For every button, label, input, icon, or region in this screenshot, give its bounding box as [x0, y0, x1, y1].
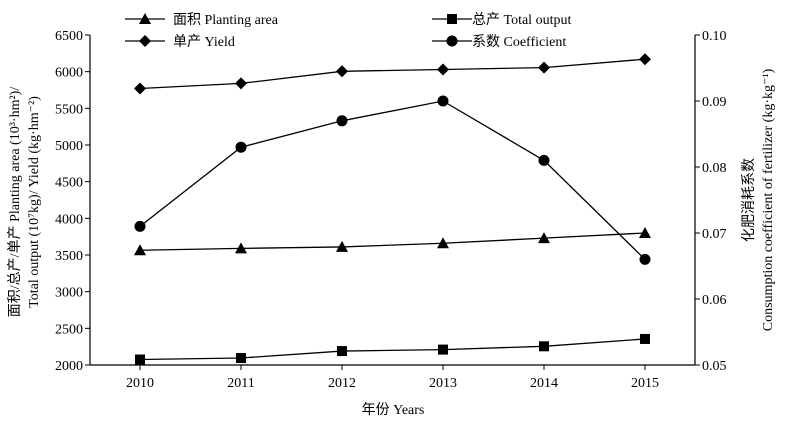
x-tick-label: 2011 [227, 376, 254, 391]
point-square [337, 346, 347, 357]
legend-marker-diamond [139, 35, 151, 47]
x-tick-label: 2015 [631, 376, 659, 391]
y-right-tick-label: 0.09 [702, 95, 727, 110]
y-left-tick-label: 4000 [55, 212, 83, 227]
y-right-tick-label: 0.07 [702, 227, 727, 242]
point-diamond [437, 63, 449, 76]
y-right-tick-label: 0.10 [702, 29, 727, 44]
point-diamond [639, 53, 651, 66]
y-left-tick-label: 2000 [55, 359, 83, 374]
y-axis-right-title-line-2: Consumption coefficient of fertilizer (k… [761, 68, 776, 331]
legend: 面积 Planting area 总产 Total output 单产 Yield 系… [125, 12, 571, 50]
y-axis-left-title-line-1: 面积/总产/单产 Planting area (10³·hm²)/ [7, 87, 23, 318]
series-line-square [139, 338, 646, 361]
y-left-tick-label: 6000 [55, 66, 83, 81]
x-tick-label: 2012 [328, 376, 356, 391]
legend-label: 系数 Coefficient [472, 34, 566, 50]
point-circle [639, 253, 651, 265]
y-left-tick-label: 4500 [55, 176, 83, 191]
y-left-tick-label: 5500 [55, 102, 83, 117]
point-triangle [538, 232, 550, 244]
y-right-tick-label: 0.05 [702, 359, 727, 374]
point-diamond [538, 61, 550, 74]
point-square [539, 341, 549, 352]
legend-marker-triangle [139, 13, 151, 24]
point-square [438, 344, 448, 355]
x-tick-label: 2010 [126, 376, 154, 391]
point-triangle [134, 244, 146, 256]
point-circle [437, 95, 449, 107]
x-axis-title: 年份 Years [362, 402, 425, 418]
series-line-circle [139, 100, 646, 260]
point-square [640, 333, 650, 344]
y-axis-right-title-line-1: 化肥消耗系数 [741, 158, 757, 242]
legend-marker-circle [446, 35, 458, 47]
legend-label: 总产 Total output [472, 12, 571, 28]
point-triangle [437, 237, 449, 249]
point-circle [538, 154, 550, 166]
ticks: 2000 2500 3000 3500 4000 4500 5000 5500 6000 6500… [55, 29, 727, 391]
series-layer [134, 53, 651, 365]
axes [89, 35, 696, 366]
y-left-tick-label: 5000 [55, 139, 83, 154]
y-right-tick-label: 0.06 [702, 293, 727, 308]
y-left-tick-label: 3500 [55, 249, 83, 264]
x-tick-label: 2013 [429, 376, 457, 391]
series-line-triangle [139, 232, 646, 251]
point-triangle [336, 240, 348, 252]
point-circle [134, 220, 146, 232]
x-tick-label: 2014 [530, 376, 558, 391]
series-line-diamond [139, 58, 646, 90]
legend-label: 面积 Planting area [173, 12, 279, 28]
point-diamond [134, 82, 146, 95]
point-triangle [235, 242, 247, 254]
point-circle [336, 115, 348, 127]
y-right-tick-label: 0.08 [702, 161, 727, 176]
point-square [135, 354, 145, 365]
point-circle [235, 141, 247, 153]
y-left-tick-label: 6500 [55, 29, 83, 44]
point-diamond [336, 65, 348, 78]
y-left-tick-label: 2500 [55, 322, 83, 337]
y-axis-left-title-line-2: Total output (10⁷kg)/ Yield (kg·hm⁻²) [27, 96, 42, 308]
point-square [236, 353, 246, 364]
point-triangle [639, 227, 651, 238]
y-left-tick-label: 3000 [55, 286, 83, 301]
point-diamond [235, 77, 247, 90]
legend-label: 单产 Yield [173, 34, 235, 50]
legend-marker-square [447, 14, 457, 24]
